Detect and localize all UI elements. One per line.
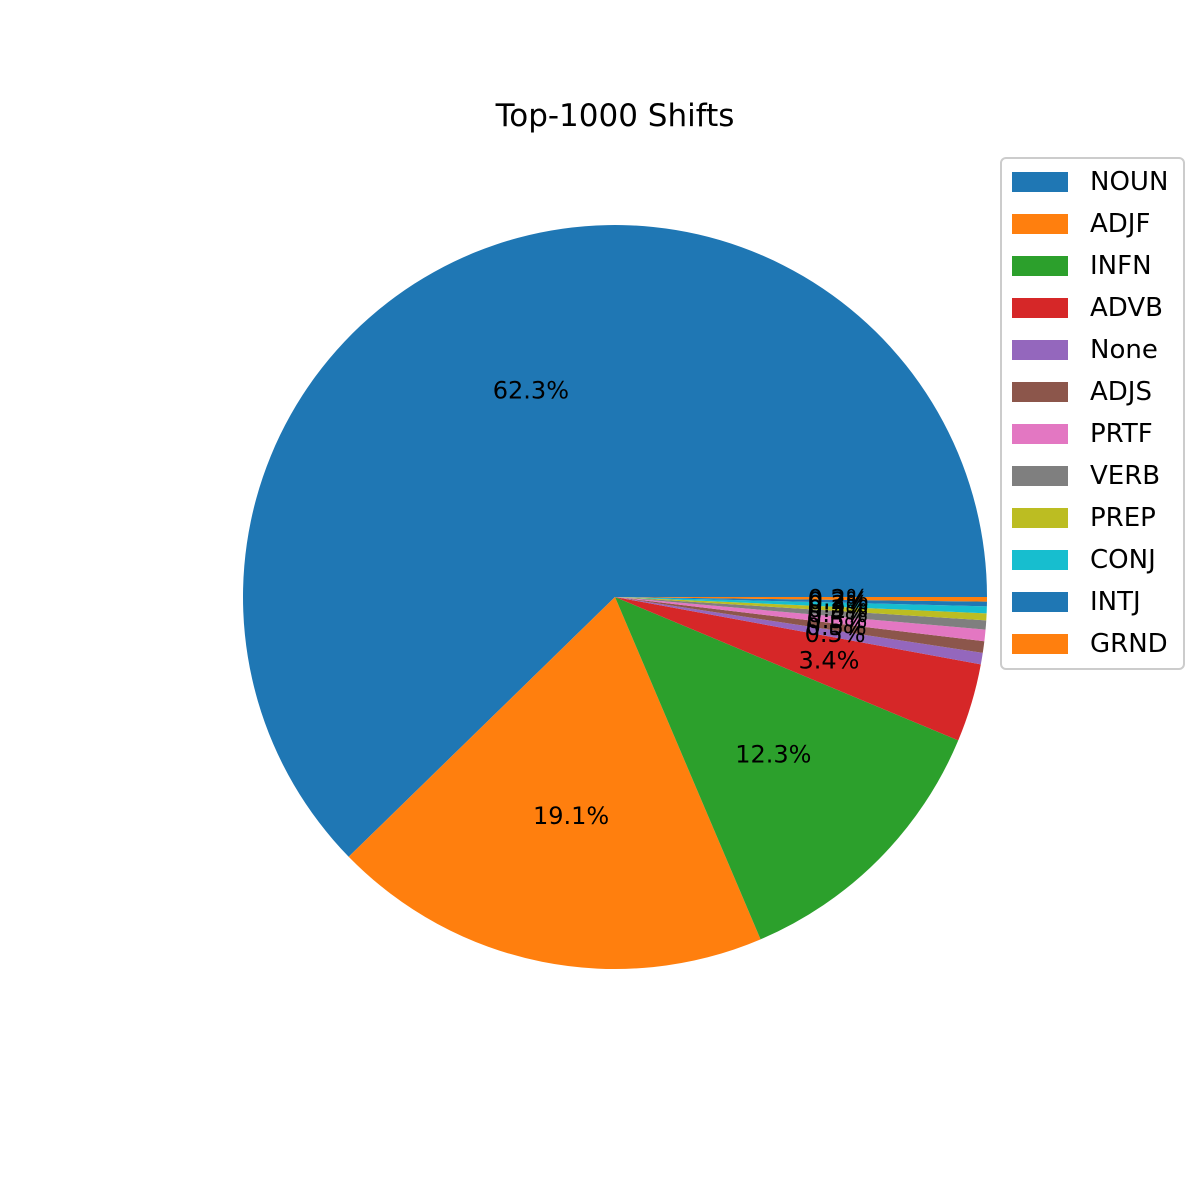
pct-label-grnd: 0.2% [808, 584, 869, 612]
legend-swatch-adjf [1012, 214, 1068, 234]
legend-label-conj: CONJ [1090, 545, 1156, 575]
legend-label-advb: ADVB [1090, 293, 1163, 323]
chart-title: Top-1000 Shifts [495, 98, 735, 134]
pie-slice-intj [615, 597, 987, 607]
pie-slice-none [615, 597, 983, 665]
legend-label-grnd: GRND [1090, 629, 1168, 659]
legend-swatch-prep [1012, 508, 1068, 528]
pct-label-prtf: 0.5% [807, 606, 868, 634]
legend-label-noun: NOUN [1090, 167, 1168, 197]
pie-slice-grnd [615, 597, 987, 602]
pie-slice-advb [615, 597, 981, 741]
pct-label-conj: 0.3% [808, 591, 869, 619]
legend-label-prep: PREP [1090, 503, 1156, 533]
legend-swatch-conj [1012, 550, 1068, 570]
legend-label-none: None [1090, 335, 1158, 365]
pct-label-noun: 62.3% [493, 376, 569, 404]
legend: NOUN ADJF INFN ADVB None ADJS PRTF VERB PREP CONJ… [1000, 157, 1185, 670]
pie-slice-prep [615, 597, 987, 621]
pct-label-adjf: 19.1% [533, 802, 609, 830]
pct-label-intj: 0.2% [808, 587, 869, 615]
pct-label-prep: 0.3% [807, 595, 868, 623]
legend-frame [1000, 157, 1185, 670]
pct-label-infn: 12.3% [735, 740, 811, 768]
pie-slices [243, 224, 988, 969]
legend-swatch-grnd [1012, 634, 1068, 654]
pie-slice-verb [615, 597, 987, 630]
legend-label-adjf: ADJF [1090, 209, 1150, 239]
pct-label-verb: 0.4% [807, 600, 868, 628]
legend-label-infn: INFN [1090, 251, 1152, 281]
legend-swatch-intj [1012, 592, 1068, 612]
pie-slice-infn [615, 597, 959, 940]
legend-swatch-prtf [1012, 424, 1068, 444]
legend-swatch-verb [1012, 466, 1068, 486]
pie-slice-noun [243, 224, 988, 857]
legend-swatch-advb [1012, 298, 1068, 318]
pct-label-none: 0.5% [805, 620, 866, 648]
legend-label-verb: VERB [1090, 461, 1160, 491]
pie-slice-adjf [348, 597, 761, 969]
pie-percentage-labels: 62.3%19.1%12.3%3.4%0.5%0.5%0.5%0.4%0.3%0… [493, 376, 869, 830]
legend-swatch-infn [1012, 256, 1068, 276]
legend-swatch-noun [1012, 172, 1068, 192]
pie-slice-prtf [615, 597, 986, 642]
pct-label-advb: 3.4% [798, 647, 859, 675]
legend-swatch-adjs [1012, 382, 1068, 402]
pie-slice-adjs [615, 597, 985, 653]
legend-label-intj: INTJ [1090, 587, 1141, 617]
pct-label-adjs: 0.5% [806, 613, 867, 641]
pie-slice-conj [615, 597, 987, 614]
legend-label-prtf: PRTF [1090, 419, 1153, 449]
legend-label-adjs: ADJS [1090, 377, 1152, 407]
legend-swatch-none [1012, 340, 1068, 360]
